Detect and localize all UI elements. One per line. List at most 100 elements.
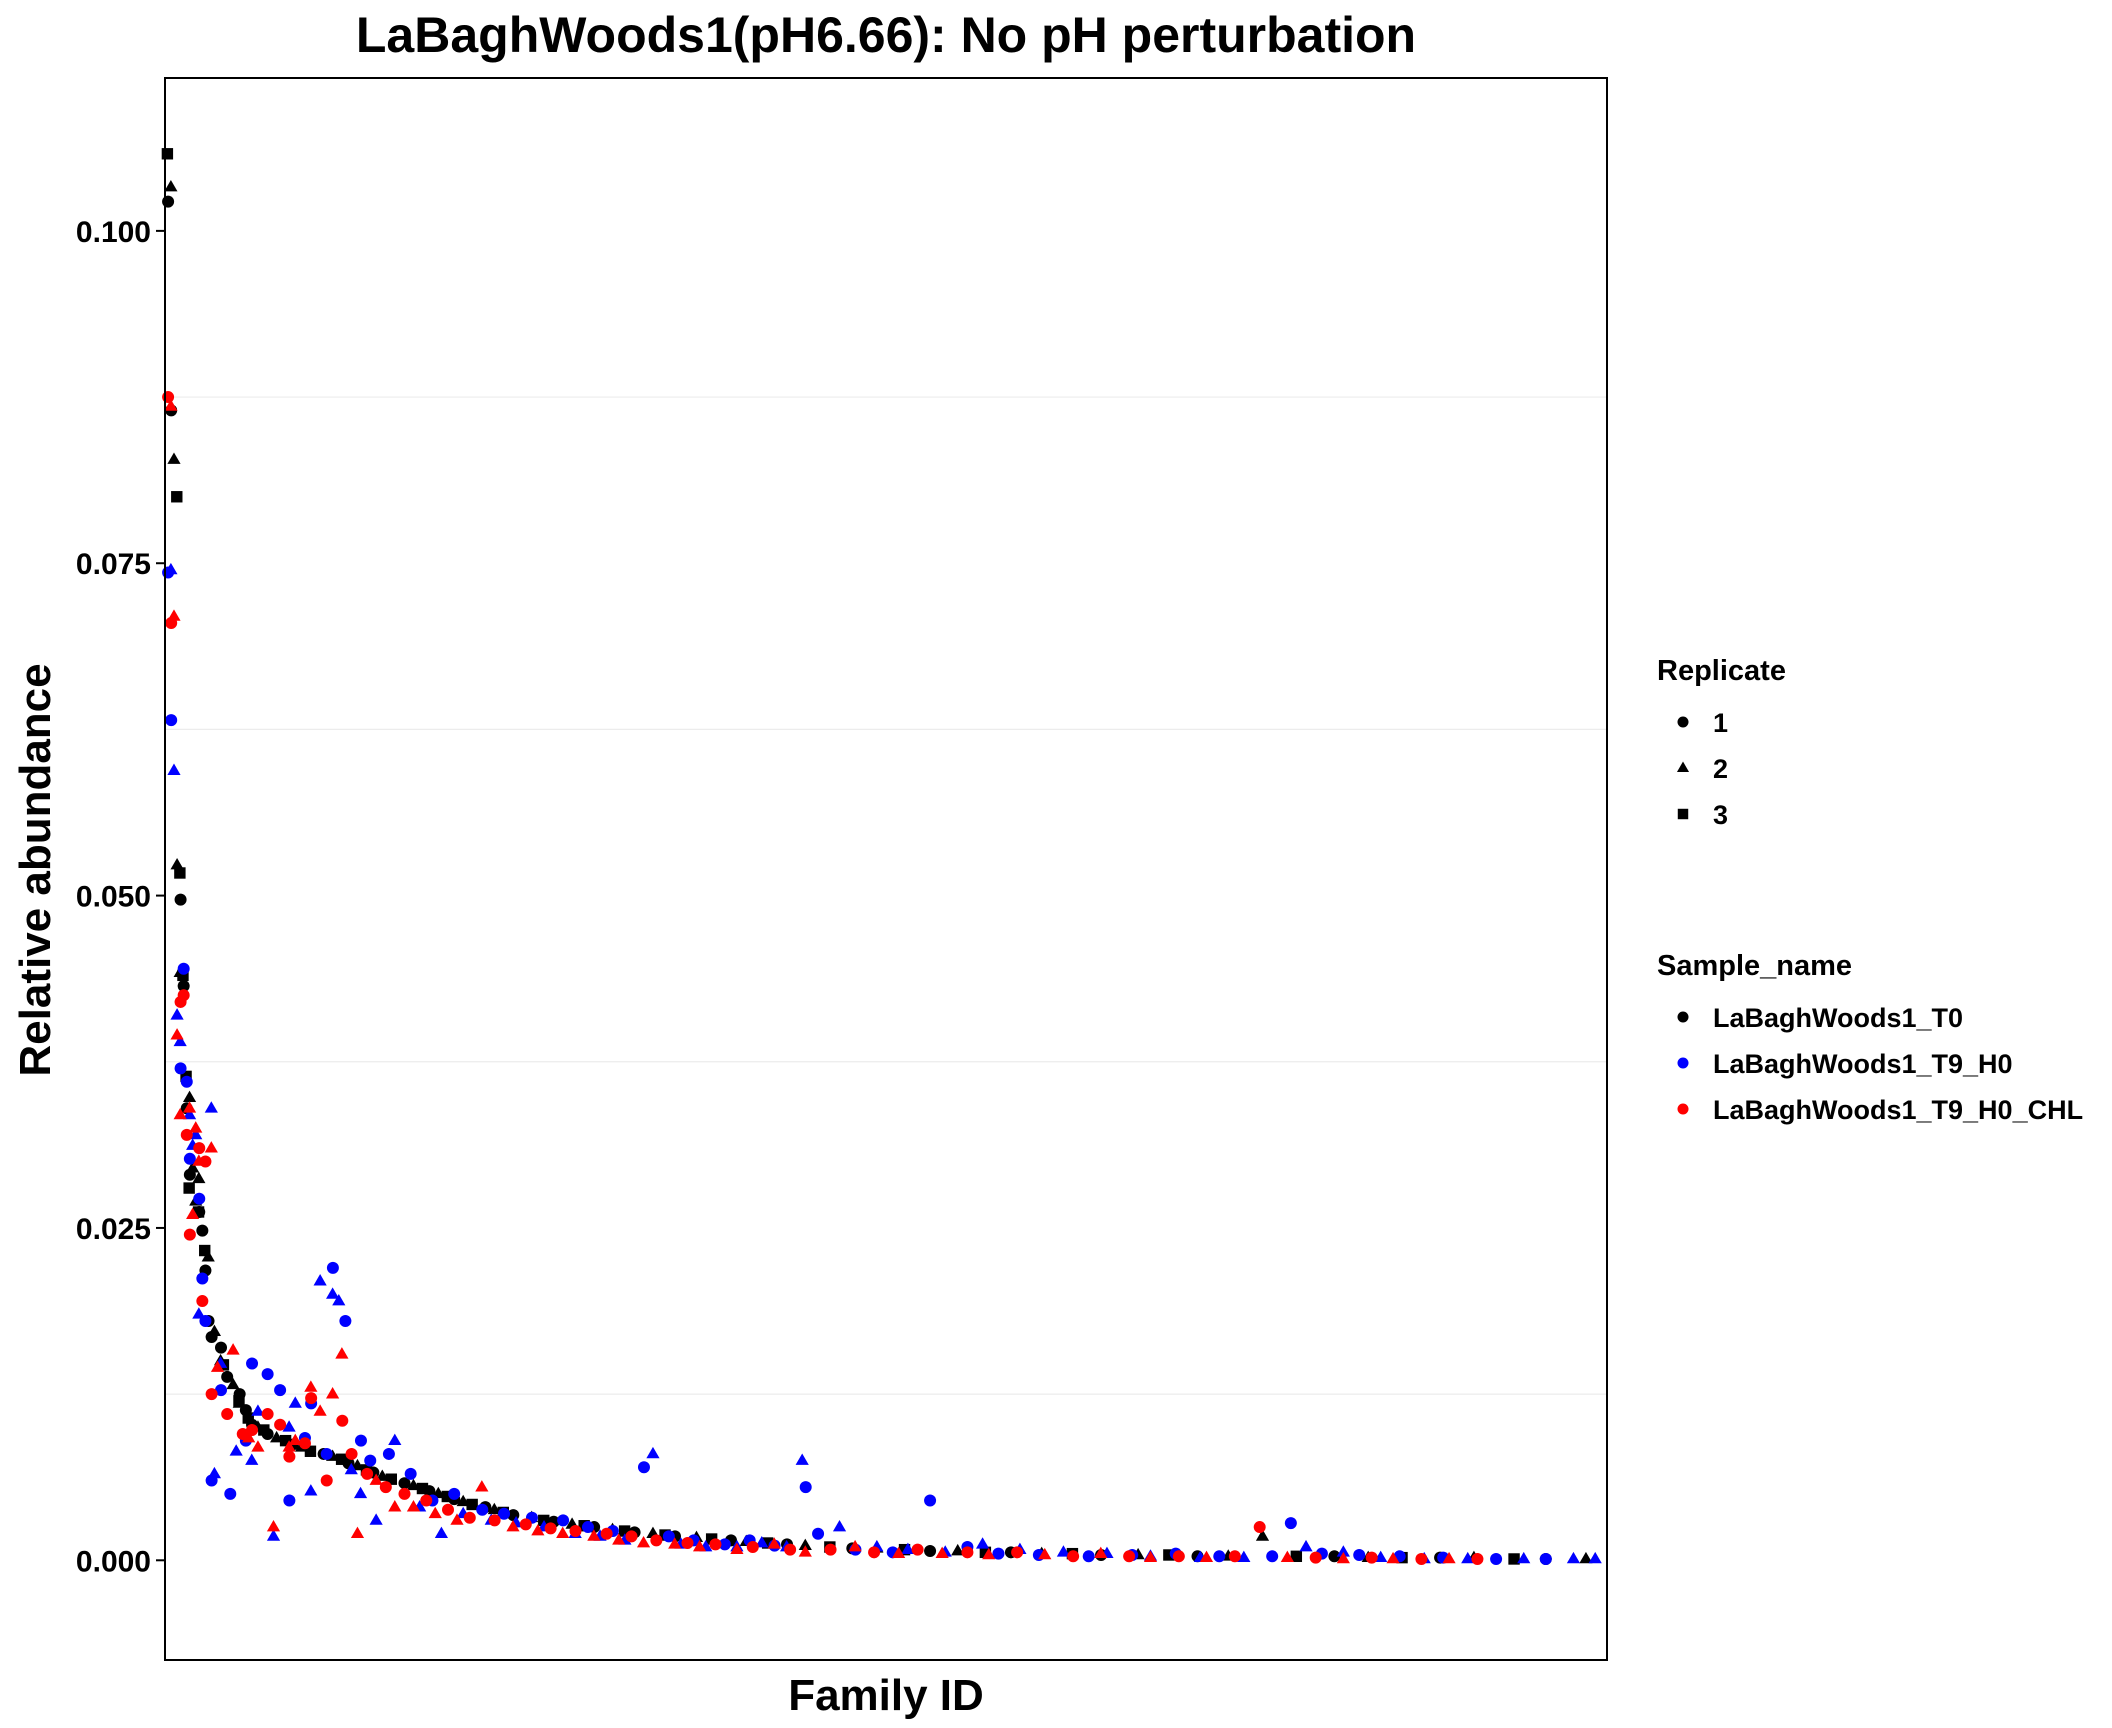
data-point xyxy=(274,1418,287,1431)
legend-key xyxy=(1677,716,1689,728)
legend-item: 2 xyxy=(1676,754,1728,784)
data-point xyxy=(1056,1545,1071,1557)
data-point xyxy=(466,1498,478,1511)
data-point xyxy=(448,1487,461,1500)
data-point xyxy=(196,1295,209,1308)
data-point xyxy=(382,1447,395,1460)
data-point xyxy=(1508,1553,1520,1565)
legend-key xyxy=(1677,1057,1689,1069)
data-point xyxy=(221,1370,234,1383)
data-point xyxy=(705,1533,718,1545)
data-point xyxy=(824,1543,837,1556)
data-point xyxy=(174,1062,187,1075)
data-point xyxy=(320,1447,333,1460)
data-point xyxy=(304,1445,317,1457)
data-point xyxy=(229,1444,243,1456)
data-point xyxy=(388,1433,402,1445)
data-point xyxy=(320,1474,333,1487)
data-point xyxy=(475,1480,489,1492)
data-point xyxy=(177,989,190,1002)
data-point xyxy=(1309,1551,1322,1564)
x-axis-title: Family ID xyxy=(788,1671,984,1720)
data-point xyxy=(192,1307,206,1319)
data-point xyxy=(612,1533,626,1545)
data-point xyxy=(246,1424,259,1437)
data-point xyxy=(167,763,181,775)
data-point xyxy=(180,1075,193,1088)
data-point xyxy=(174,867,186,879)
gridlines xyxy=(165,396,1607,1395)
data-point xyxy=(170,1028,184,1040)
data-point xyxy=(226,1377,240,1390)
legend-key xyxy=(1677,1103,1689,1115)
data-point xyxy=(911,1543,924,1556)
data-point xyxy=(167,452,181,464)
data-point xyxy=(165,714,178,727)
data-point xyxy=(569,1525,582,1538)
data-point xyxy=(1280,1550,1294,1562)
data-point xyxy=(251,1404,265,1416)
legend-label: LaBaghWoods1_T9_H0 xyxy=(1713,1049,2013,1079)
y-axis-title: Relative abundance xyxy=(11,663,60,1076)
legend-title: Replicate xyxy=(1657,655,1786,687)
data-point xyxy=(326,1261,339,1274)
data-point xyxy=(692,1539,707,1552)
data-point xyxy=(167,609,181,621)
data-point xyxy=(1415,1552,1428,1565)
data-point xyxy=(1290,1550,1303,1563)
panel-border xyxy=(164,77,1608,1661)
data-point xyxy=(746,1541,759,1553)
legend-label: LaBaghWoods1_T0 xyxy=(1713,1003,1963,1033)
data-point xyxy=(226,1343,240,1355)
data-point xyxy=(1299,1539,1313,1552)
data-point xyxy=(1172,1550,1185,1563)
data-point xyxy=(279,1434,292,1447)
data-point xyxy=(1011,1546,1024,1559)
data-point xyxy=(935,1546,949,1558)
y-tick-label: 0.000 xyxy=(76,1545,151,1578)
data-point xyxy=(618,1525,631,1537)
data-point xyxy=(246,1357,259,1370)
data-point xyxy=(398,1487,411,1500)
data-point xyxy=(951,1543,965,1556)
data-point xyxy=(662,1530,675,1543)
data-point xyxy=(1336,1545,1350,1557)
legend-item: LaBaghWoods1_T9_H0 xyxy=(1677,1049,2013,1079)
data-point xyxy=(798,1545,812,1557)
data-point xyxy=(767,1537,781,1549)
data-point xyxy=(1471,1552,1484,1565)
legend-item: 3 xyxy=(1677,800,1728,830)
chart-title: LaBaghWoods1(pH6.66): No pH perturbation xyxy=(356,7,1416,63)
data-point xyxy=(1365,1551,1378,1564)
data-point xyxy=(204,1141,218,1153)
data-point xyxy=(587,1529,601,1541)
legend-label: 1 xyxy=(1713,708,1728,738)
data-point xyxy=(162,391,175,404)
data-point xyxy=(288,1396,302,1408)
data-points xyxy=(161,148,1602,1565)
data-point xyxy=(924,1544,937,1557)
data-point xyxy=(339,1315,352,1327)
legend-item: 1 xyxy=(1677,708,1728,738)
data-point xyxy=(1566,1551,1581,1564)
data-point xyxy=(506,1519,520,1532)
data-point xyxy=(361,1467,374,1480)
data-point xyxy=(406,1500,421,1512)
data-point xyxy=(242,1430,256,1443)
data-point xyxy=(892,1546,906,1558)
data-point xyxy=(544,1522,557,1535)
data-point xyxy=(531,1523,545,1536)
data-point xyxy=(795,1453,809,1465)
data-point xyxy=(404,1467,417,1480)
data-point xyxy=(170,857,184,870)
data-point xyxy=(210,1360,225,1372)
data-point xyxy=(182,1090,197,1102)
data-point xyxy=(353,1486,368,1499)
data-point xyxy=(193,1142,206,1155)
data-point xyxy=(1067,1550,1080,1563)
data-point xyxy=(283,1494,296,1507)
data-point xyxy=(1228,1550,1241,1563)
data-point xyxy=(1539,1552,1552,1565)
data-point xyxy=(1038,1547,1052,1560)
